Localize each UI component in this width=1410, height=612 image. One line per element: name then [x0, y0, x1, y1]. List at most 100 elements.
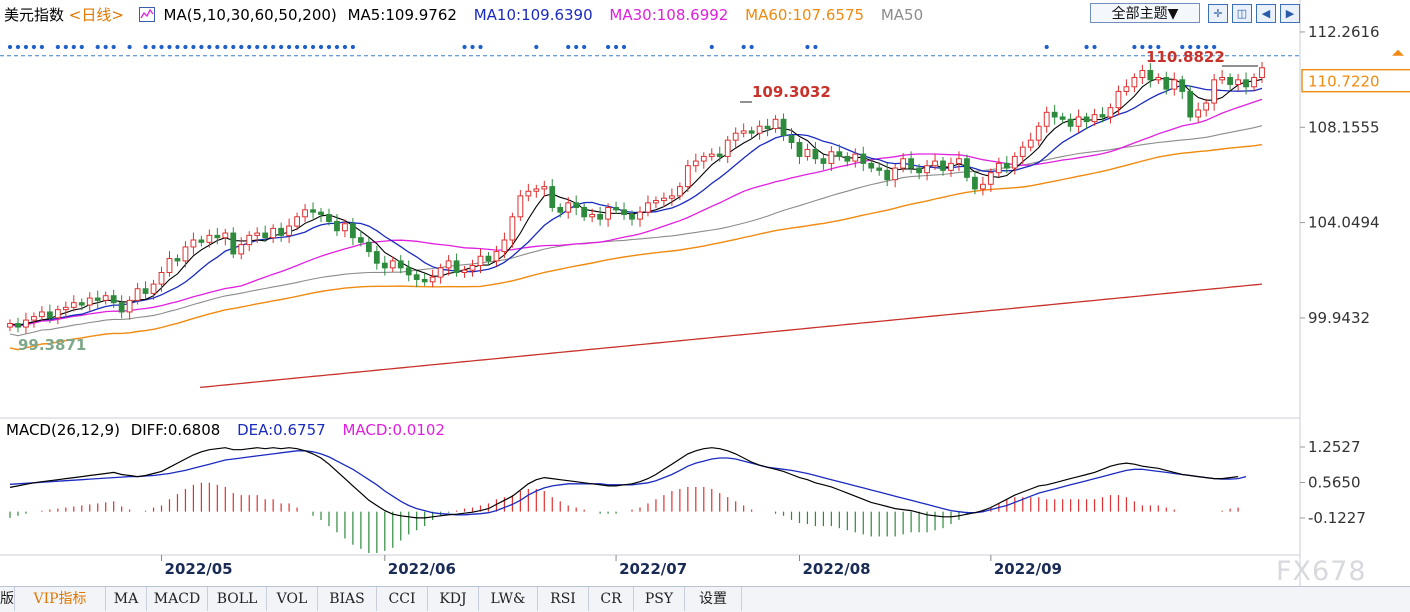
period-selector[interactable]: <日线>	[68, 6, 124, 24]
ma-indicator-icon[interactable]	[138, 7, 155, 22]
candle-body	[716, 153, 723, 157]
tab-kdj[interactable]: KDJ	[428, 587, 479, 611]
crosshair-icon: ✛	[1213, 7, 1223, 20]
candle-body	[796, 142, 803, 157]
signal-dot	[1180, 44, 1185, 50]
signal-dot	[582, 44, 587, 50]
signal-dot	[79, 44, 84, 50]
candle-body	[1059, 116, 1066, 120]
tab-ma[interactable]: MA	[106, 587, 147, 611]
step-forward-button[interactable]: ▶	[1280, 4, 1300, 23]
tab-settings[interactable]: 设置	[685, 587, 742, 611]
signal-dot	[709, 44, 714, 50]
crosshair-button[interactable]: ✛	[1208, 4, 1228, 23]
signal-dot	[31, 44, 37, 50]
candle-body	[932, 160, 938, 167]
candle-body	[405, 267, 412, 276]
ma30-value: MA30:108.6992	[609, 6, 729, 24]
step-back-button[interactable]: ◀	[1256, 4, 1276, 23]
tab-cci[interactable]: CCI	[377, 587, 428, 611]
signal-dot	[749, 44, 754, 50]
candle-body	[381, 262, 388, 269]
candle-body	[1075, 116, 1082, 127]
candle-body	[493, 251, 500, 262]
candle-body	[39, 311, 45, 318]
candle-body	[254, 232, 261, 236]
signal-dot	[55, 44, 60, 50]
signal-dot	[263, 44, 268, 50]
candle-body	[158, 272, 165, 285]
candle-body	[214, 234, 221, 239]
candle-body	[70, 302, 77, 308]
candle-body	[653, 200, 659, 204]
price-tick-label: 108.1555	[1308, 118, 1380, 136]
signal-dot	[1156, 44, 1161, 50]
ma5-value: MA5:109.9762	[347, 6, 457, 24]
candle-body	[1147, 70, 1154, 81]
mid-high-price-label: 109.3032	[752, 83, 831, 101]
candle-body	[357, 237, 364, 243]
candle-body	[732, 132, 739, 141]
candle-body	[413, 274, 420, 280]
signal-dot	[350, 44, 356, 50]
candle-body	[397, 260, 404, 269]
macd-legend: MACD(26,12,9) DIFF:0.6808 DEA:0.6757 MAC…	[6, 418, 445, 442]
tab-rsi[interactable]: RSI	[538, 587, 589, 611]
candle-body	[445, 260, 452, 269]
signal-dot	[621, 44, 627, 50]
high-price-label: 110.8822	[1146, 48, 1225, 66]
candle-body	[1043, 111, 1050, 127]
signal-dot	[207, 44, 212, 50]
candle-body	[230, 232, 237, 255]
signal-dot	[1204, 44, 1209, 50]
candle-body	[270, 227, 277, 239]
signal-dot	[326, 44, 332, 50]
signal-dot	[805, 44, 810, 50]
signal-dot	[1196, 44, 1201, 50]
ma10-value: MA10:109.6390	[473, 6, 593, 24]
candle-body	[780, 118, 787, 137]
candle-body	[246, 234, 253, 246]
theme-dropdown[interactable]: 全部主题▼	[1090, 3, 1200, 23]
candle-body	[1067, 118, 1074, 127]
signal-dot	[223, 44, 228, 50]
candle-body	[286, 225, 293, 236]
candle-body	[661, 197, 667, 202]
signal-dot	[462, 44, 467, 50]
signal-dot	[191, 44, 196, 50]
candle-body	[908, 158, 915, 169]
candle-body	[198, 239, 205, 243]
tab-macd[interactable]: MACD	[147, 587, 208, 611]
date-tick-label: 2022/08	[802, 560, 870, 578]
candle-body	[700, 155, 707, 162]
candle-body	[900, 158, 907, 169]
diff-line	[9, 447, 1239, 519]
candle-body	[350, 223, 356, 239]
tab-0[interactable]: 版	[0, 587, 15, 611]
tab-vip[interactable]: VIP指标	[15, 587, 106, 611]
ma-label: MA(5,10,30,60,50,200)	[163, 6, 337, 24]
tab-cr[interactable]: CR	[589, 587, 634, 611]
tab-psy[interactable]: PSY	[634, 587, 685, 611]
tab-boll[interactable]: BOLL	[208, 587, 267, 611]
ma10-line	[9, 84, 1263, 326]
chart-svg[interactable]: 110.7220 110.8822 109.3032 99.3871 112.2616…	[0, 0, 1410, 586]
tab-bias[interactable]: BIAS	[318, 587, 377, 611]
candle-body	[278, 227, 285, 236]
signal-dot	[1044, 44, 1049, 50]
candle-body	[310, 209, 316, 213]
candle-body	[373, 251, 380, 264]
signal-dot	[470, 44, 475, 50]
date-tick-label: 2022/09	[994, 560, 1062, 578]
tab-lw[interactable]: LW&	[479, 587, 538, 611]
candle-body	[318, 211, 324, 215]
candle-body	[1155, 77, 1162, 81]
candle-body	[940, 160, 946, 171]
price-tick-label: 99.9432	[1308, 309, 1370, 327]
macd-tick-label: -0.1227	[1308, 509, 1366, 527]
tab-vol[interactable]: VOL	[267, 587, 318, 611]
zoom-in-button[interactable]: ◫	[1232, 4, 1252, 23]
signal-dot	[534, 44, 539, 50]
candle-body	[437, 267, 444, 278]
